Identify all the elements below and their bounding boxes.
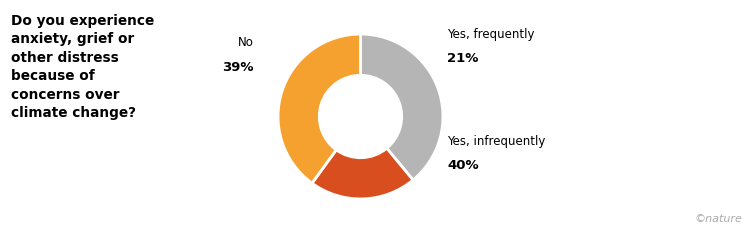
Text: 21%: 21%: [447, 52, 478, 65]
Text: 39%: 39%: [222, 61, 253, 74]
Text: 40%: 40%: [447, 159, 478, 172]
Text: Yes, frequently: Yes, frequently: [447, 27, 535, 41]
Wedge shape: [278, 34, 360, 183]
Text: No: No: [237, 36, 253, 49]
Wedge shape: [312, 148, 413, 199]
Text: Yes, infrequently: Yes, infrequently: [447, 135, 545, 148]
Text: ©nature: ©nature: [694, 214, 742, 224]
Wedge shape: [360, 34, 443, 180]
Text: Do you experience
anxiety, grief or
other distress
because of
concerns over
clim: Do you experience anxiety, grief or othe…: [11, 14, 155, 120]
